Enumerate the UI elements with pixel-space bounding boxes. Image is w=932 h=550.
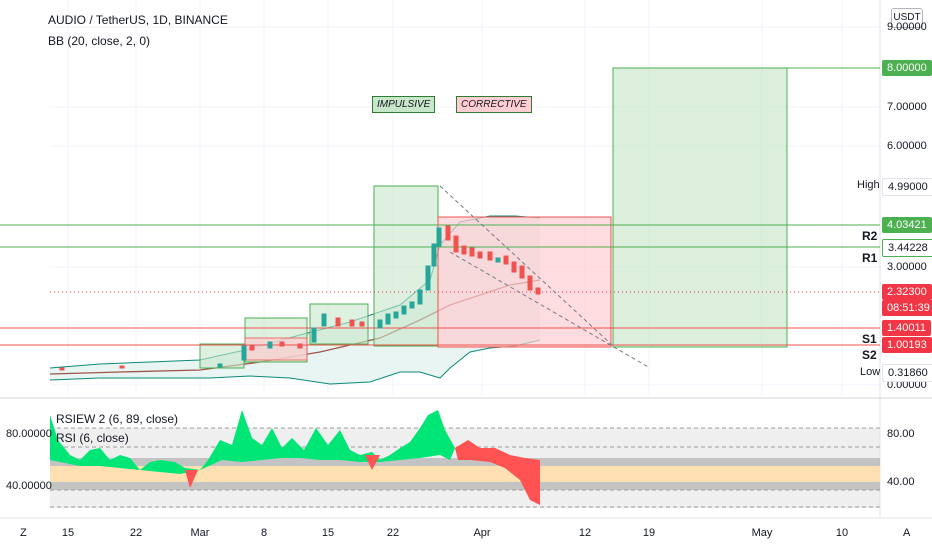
price-tick-9: 9.00000 xyxy=(887,21,927,33)
auto-scale-button[interactable]: A xyxy=(903,527,911,539)
rsi-left-tick-40: 40.00000 xyxy=(6,480,52,492)
candles-up xyxy=(217,227,501,368)
bollinger-lower-line xyxy=(49,339,541,385)
r1-label: R1 xyxy=(862,251,878,265)
time-label: 15 xyxy=(321,527,335,539)
rsi-band-darkgray-2 xyxy=(50,482,880,490)
countdown-tag: 08:51:39 xyxy=(882,300,932,316)
s1-label: S1 xyxy=(862,332,877,346)
s2-price-tag: 1.00193 xyxy=(882,337,932,353)
rsi-right-tick-40: 40.00 xyxy=(887,476,915,488)
rsi-legend[interactable]: RSI (6, close) xyxy=(56,431,129,445)
rsiew-legend[interactable]: RSIEW 2 (6, 89, close) xyxy=(56,412,179,426)
rsi-band-orange xyxy=(50,466,880,482)
time-label: 19 xyxy=(642,527,656,539)
s1-price-tag: 1.40011 xyxy=(882,320,931,336)
trendline-lower xyxy=(449,251,651,369)
rsi-fill-green xyxy=(50,410,455,474)
time-label: Mar xyxy=(190,527,210,539)
symbol-legend[interactable]: AUDIO / TetherUS, 1D, BINANCE xyxy=(48,13,228,27)
price-tick-6: 6.00000 xyxy=(887,140,927,152)
r2-label: R2 xyxy=(862,229,878,243)
r1-price-tag: 3.44228 xyxy=(882,239,932,257)
corrective-boxes xyxy=(244,216,612,361)
time-label: 15 xyxy=(61,527,75,539)
price-tick-7: 7.00000 xyxy=(887,101,927,113)
time-label: 22 xyxy=(386,527,400,539)
time-label: 22 xyxy=(129,527,143,539)
time-label: 12 xyxy=(578,527,592,539)
time-label: 8 xyxy=(260,527,268,539)
bollinger-legend[interactable]: BB (20, close, 2, 0) xyxy=(48,34,151,48)
high-label: High xyxy=(857,179,880,191)
corrective-label[interactable]: CORRECTIVE xyxy=(456,96,532,113)
time-label: 10 xyxy=(835,527,849,539)
r2-price-tag: 4.03421 xyxy=(882,217,932,233)
rsi-left-tick-80: 80.00000 xyxy=(6,428,52,440)
price-tick-0: 0.00000 xyxy=(887,379,927,391)
rsi-band-darkgray xyxy=(50,458,880,466)
last-price-tag: 2.32300 xyxy=(882,284,932,300)
time-label: Apr xyxy=(473,527,491,539)
target-price-tag: 8.00000 xyxy=(882,60,932,76)
low-label: Low xyxy=(860,366,881,378)
s2-label: S2 xyxy=(862,348,877,362)
impulsive-label[interactable]: IMPULSIVE xyxy=(372,96,436,113)
price-tick-3: 3.00000 xyxy=(887,261,927,273)
high-price-tag: 4.99000 xyxy=(882,178,932,196)
zoom-button[interactable]: Z xyxy=(20,527,27,539)
rsi-right-tick-80: 80.00 xyxy=(887,428,915,440)
time-label: May xyxy=(751,527,773,539)
low-price-tag: 0.31860 xyxy=(882,364,932,382)
candles-down xyxy=(59,225,541,371)
currency-button[interactable]: USDT xyxy=(891,8,923,28)
